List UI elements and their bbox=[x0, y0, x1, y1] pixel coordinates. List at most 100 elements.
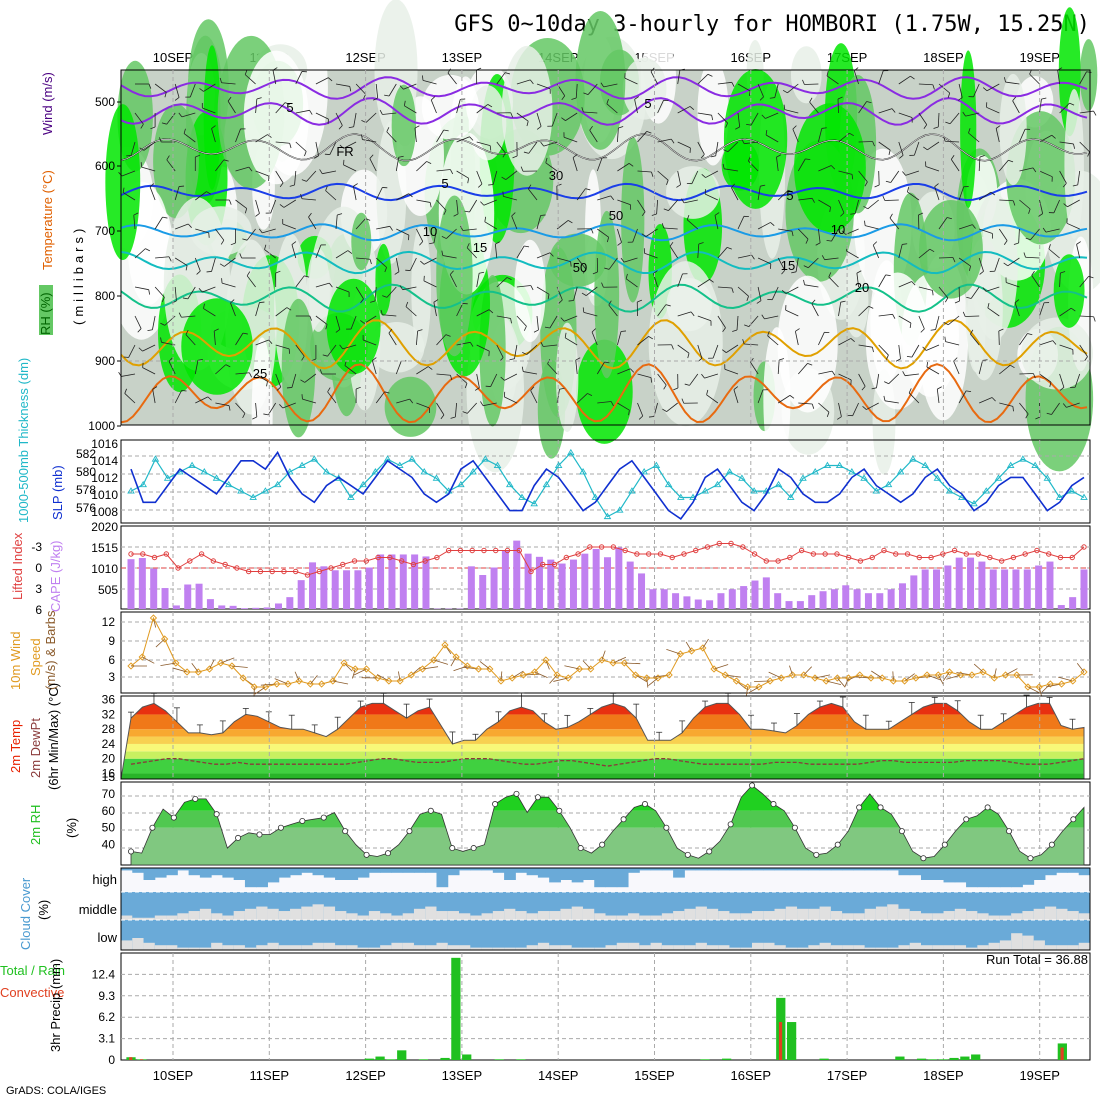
wind-barb bbox=[865, 225, 879, 230]
cape-bar bbox=[467, 566, 475, 609]
cloud-gap-cell bbox=[1022, 935, 1035, 950]
wind-barb-flag bbox=[746, 123, 752, 126]
wind-barb bbox=[737, 254, 752, 259]
cloud-high-cell bbox=[954, 868, 967, 883]
rh-shade-blob bbox=[622, 57, 667, 120]
cloud-cell bbox=[999, 920, 1012, 950]
thickness-tick-label: 582 bbox=[76, 447, 96, 461]
cloud-high-cell bbox=[335, 868, 347, 880]
wind-barb bbox=[866, 402, 879, 410]
wind-barb-flag bbox=[547, 294, 550, 300]
wind-barb-flag bbox=[821, 127, 827, 129]
thickness-point bbox=[615, 506, 624, 513]
wind-barb bbox=[194, 257, 201, 272]
cloud-gap-cell bbox=[211, 942, 223, 950]
label-cloud-pct: (%) bbox=[36, 900, 51, 920]
wind-barb-flag bbox=[943, 136, 946, 142]
rh-point bbox=[641, 801, 648, 808]
wind-barb-flag bbox=[248, 166, 253, 172]
cloud-gap-cell bbox=[797, 908, 809, 920]
wind-barb bbox=[543, 141, 558, 147]
cloud-cell bbox=[774, 920, 787, 950]
cape-bar bbox=[774, 593, 782, 609]
wind-barb bbox=[926, 366, 940, 375]
wind-barb bbox=[511, 215, 518, 230]
wind-barb bbox=[362, 139, 377, 143]
cloud-gap-cell bbox=[751, 942, 764, 950]
wind-barb-flag bbox=[488, 184, 494, 186]
wind-barb-flag bbox=[651, 213, 657, 216]
wind-barb-flag bbox=[139, 147, 145, 151]
slp-tick-label: 1014 bbox=[91, 454, 118, 468]
wind-barb bbox=[494, 244, 498, 259]
cloud-cell bbox=[988, 892, 1001, 920]
precip-total-bar bbox=[516, 1059, 526, 1060]
contour-label: 5 bbox=[644, 96, 651, 111]
wind-barb bbox=[968, 132, 980, 143]
wind-barb bbox=[818, 332, 825, 346]
wind-barb-flag bbox=[885, 354, 889, 360]
cloud-gap-cell bbox=[1033, 940, 1046, 950]
wind-barb bbox=[898, 112, 913, 118]
cloud-cell bbox=[132, 920, 145, 950]
cloud-high-cell bbox=[875, 868, 888, 871]
wind-barb-flag bbox=[821, 255, 825, 260]
cloud-gap-cell bbox=[684, 908, 697, 920]
wind-barb bbox=[371, 360, 377, 375]
rh-outline bbox=[130, 784, 1085, 866]
wind-barb-flag bbox=[826, 239, 832, 242]
wind-barb bbox=[275, 307, 288, 317]
wind-barb-flag bbox=[522, 352, 527, 355]
cloud-cell bbox=[842, 920, 854, 950]
cloud-gap-cell bbox=[515, 911, 528, 920]
cloud-high-cell bbox=[751, 868, 764, 871]
rh2m-labels: 2m RH (%) bbox=[28, 805, 79, 845]
dewpt-line bbox=[130, 758, 1085, 767]
cape-bar bbox=[581, 553, 589, 609]
cloud-gap-cell bbox=[1033, 908, 1046, 920]
wind10-point bbox=[833, 674, 841, 682]
wind-barb-flag bbox=[291, 241, 297, 245]
label-slp: SLP (mb) bbox=[50, 465, 65, 520]
cloud-high-cell bbox=[684, 868, 697, 871]
wind-barb bbox=[536, 315, 539, 330]
wind-barb bbox=[656, 199, 658, 214]
wind-barb-flag bbox=[360, 298, 364, 304]
wind-barb-flag bbox=[1004, 77, 1006, 83]
temp-band bbox=[121, 714, 1084, 730]
wind10-barb bbox=[479, 661, 491, 670]
wind-barb-flag bbox=[748, 156, 751, 162]
wind-barb-flag bbox=[369, 259, 372, 265]
cloud-cell bbox=[492, 920, 505, 950]
cloud-high-cell bbox=[233, 868, 246, 880]
cloud-cell bbox=[267, 920, 280, 950]
cloud-cell bbox=[898, 920, 911, 950]
wind-barb-flag bbox=[266, 381, 268, 387]
wind10-point bbox=[1024, 683, 1032, 691]
bottom-date-label: 12SEP bbox=[345, 1068, 385, 1083]
cloud-gap-cell bbox=[166, 945, 178, 950]
wind-barb-flag bbox=[561, 95, 566, 101]
wind-barb-flag bbox=[604, 361, 610, 364]
rh-point bbox=[577, 845, 584, 852]
wind10-point bbox=[273, 680, 281, 688]
wind-barb-flag bbox=[198, 288, 203, 293]
cloud-cell bbox=[706, 920, 719, 950]
cloud-cell bbox=[695, 892, 708, 920]
wind-barb bbox=[547, 363, 558, 375]
wind-barb bbox=[978, 191, 992, 201]
wind-barb bbox=[255, 339, 269, 346]
wind-barb bbox=[785, 309, 799, 317]
cloud-cell bbox=[1033, 892, 1046, 920]
cloud-cell bbox=[143, 892, 156, 920]
wind-barb bbox=[634, 99, 638, 114]
wind-barb bbox=[224, 257, 236, 267]
wind-barb bbox=[798, 228, 809, 240]
wind-barb bbox=[858, 170, 868, 183]
precip-total-bar bbox=[938, 1059, 948, 1060]
cloud-gap-cell bbox=[233, 911, 246, 920]
wind-barb-flag bbox=[1008, 159, 1014, 163]
wind-barb-flag bbox=[929, 248, 935, 253]
wind-barb-flag bbox=[1093, 110, 1097, 116]
